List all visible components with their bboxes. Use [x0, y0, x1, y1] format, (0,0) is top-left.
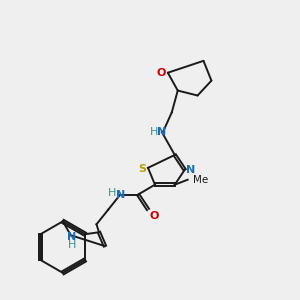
- Text: N: N: [186, 165, 195, 175]
- Text: Me: Me: [193, 175, 208, 185]
- Text: H: H: [150, 127, 158, 137]
- Text: S: S: [138, 164, 146, 174]
- Text: N: N: [157, 127, 167, 137]
- Text: N: N: [67, 232, 76, 242]
- Text: O: O: [157, 68, 166, 78]
- Text: H: H: [108, 188, 116, 198]
- Text: N: N: [116, 190, 125, 200]
- Text: O: O: [150, 212, 159, 221]
- Text: H: H: [68, 240, 76, 250]
